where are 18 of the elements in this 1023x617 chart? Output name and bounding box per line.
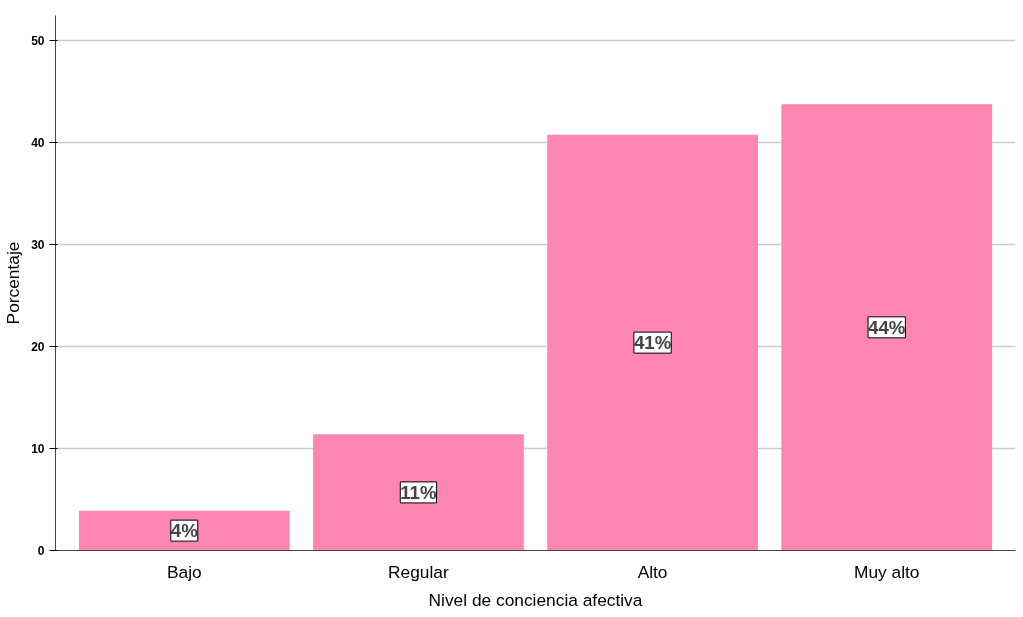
bar	[547, 134, 758, 551]
y-tick-label: 10	[31, 442, 45, 457]
y-tick-label: 50	[31, 34, 45, 49]
x-tick-label: Muy alto	[853, 561, 920, 582]
y-axis-title: Porcentaje	[3, 241, 24, 325]
bar	[313, 434, 524, 551]
data-label: 41%	[633, 332, 672, 354]
data-label: 11%	[400, 481, 437, 503]
x-axis-title: Nivel de conciencia afectiva	[428, 589, 643, 610]
y-tick-label: 30	[31, 238, 45, 253]
bar	[781, 104, 993, 551]
bar	[78, 510, 290, 551]
x-tick-label: Regular	[388, 561, 449, 582]
x-tick-label: Bajo	[166, 561, 202, 582]
x-tick-label: Alto	[637, 561, 668, 582]
y-tick-label: 40	[31, 136, 45, 151]
y-tick-label: 0	[37, 544, 45, 558]
y-tick-label: 20	[31, 340, 45, 355]
